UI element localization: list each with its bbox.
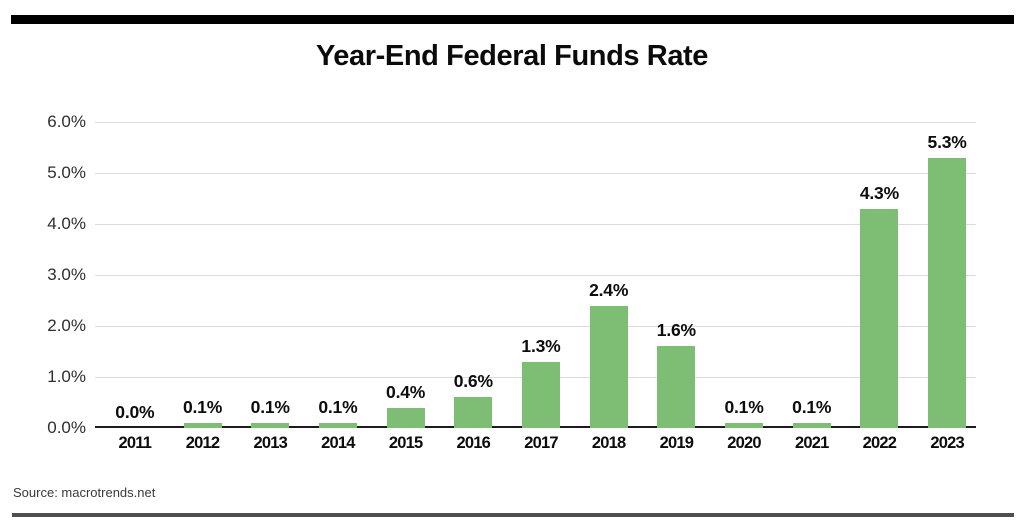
bar-value-label-2012: 0.1% xyxy=(182,396,223,417)
x-axis-tick-label-2012: 2012 xyxy=(185,434,220,452)
bar-2019 xyxy=(657,346,696,428)
bar-value-label-2018: 2.4% xyxy=(589,279,629,300)
x-axis-tick-label-2018: 2018 xyxy=(591,434,626,452)
x-axis-tick-label-2013: 2013 xyxy=(253,434,287,452)
y-axis-tick-label: 2.0% xyxy=(47,316,86,335)
bar-2017 xyxy=(521,361,560,428)
bar-2013 xyxy=(251,422,290,428)
bar-column-2019: 1.6% xyxy=(643,122,711,428)
bar-column-2023: 5.3% xyxy=(913,122,981,428)
bar-2020 xyxy=(725,422,764,428)
x-axis-tick-label-2020: 2020 xyxy=(727,434,761,452)
bar-2012 xyxy=(183,422,222,428)
bar-value-label-2023: 5.3% xyxy=(927,131,967,152)
bar-column-2013: 0.1% xyxy=(236,122,304,428)
x-axis-tick-label-2023: 2023 xyxy=(930,434,964,452)
x-axis-tick-label-2017: 2017 xyxy=(524,434,558,452)
bar-column-2016: 0.6% xyxy=(439,122,507,428)
x-axis: 2011 2012 2013 2014 2015 2016 2017 2018 2019 2020… xyxy=(101,434,981,454)
bar-value-label-2021: 0.1% xyxy=(792,396,832,417)
x-axis-tick-label-2016: 2016 xyxy=(456,434,491,452)
bar-value-label-2022: 4.3% xyxy=(859,182,899,203)
bar-2022 xyxy=(860,208,899,428)
y-axis-tick-label: 5.0% xyxy=(47,163,86,182)
x-axis-tick-label-2015: 2015 xyxy=(388,434,423,452)
bar-value-label-2011: 0.0% xyxy=(115,402,155,422)
bar-column-2022: 4.3% xyxy=(846,122,914,428)
y-axis-tick-label: 1.0% xyxy=(47,367,86,386)
bar-value-label-2019: 1.6% xyxy=(656,320,696,341)
bar-value-label-2016: 0.6% xyxy=(453,371,493,392)
bar-2015 xyxy=(386,407,425,428)
y-axis-tick-label: 4.0% xyxy=(47,214,86,233)
bar-column-2018: 2.4% xyxy=(575,122,643,428)
bottom-divider-rule xyxy=(12,513,1014,517)
bar-column-2020: 0.1% xyxy=(710,122,778,428)
source-note: Source: macrotrends.net xyxy=(13,485,156,500)
x-axis-tick-label-2022: 2022 xyxy=(862,434,897,452)
bar-column-2011: 0.0% xyxy=(101,122,169,428)
gridline xyxy=(95,326,976,327)
bar-2014 xyxy=(318,422,357,428)
bar-value-label-2017: 1.3% xyxy=(521,335,561,356)
x-axis-tick-label-2014: 2014 xyxy=(321,434,355,452)
gridline xyxy=(95,224,976,225)
bar-value-label-2020: 0.1% xyxy=(724,396,764,417)
bars: 0.0% 0.1% 0.1% 0.1% 0.4% 0.6% 1.3% 2.4% 1.6% 0.1%… xyxy=(101,122,981,428)
bar-2018 xyxy=(589,305,628,428)
y-axis: 0.0% 1.0% 2.0% 3.0% 4.0% 5.0% 6.0% xyxy=(0,112,86,437)
bar-column-2015: 0.4% xyxy=(372,122,440,428)
y-axis-tick-label: 3.0% xyxy=(47,265,86,284)
y-axis-tick-label: 6.0% xyxy=(47,112,86,131)
bar-2023 xyxy=(928,157,967,428)
bar-column-2014: 0.1% xyxy=(304,122,372,428)
x-axis-tick-label-2019: 2019 xyxy=(659,434,694,452)
bar-column-2021: 0.1% xyxy=(778,122,846,428)
top-divider-rule xyxy=(11,15,1014,24)
y-axis-tick-label: 0.0% xyxy=(47,418,86,437)
x-axis-tick-label-2021: 2021 xyxy=(794,434,829,452)
bar-column-2012: 0.1% xyxy=(169,122,237,428)
chart-title: Year-End Federal Funds Rate xyxy=(315,40,709,72)
bar-value-label-2013: 0.1% xyxy=(250,396,290,417)
bar-value-label-2015: 0.4% xyxy=(386,381,426,402)
gridline xyxy=(95,275,976,276)
bar-2021 xyxy=(792,422,831,428)
bar-column-2017: 1.3% xyxy=(507,122,575,428)
bar-2016 xyxy=(454,397,493,428)
gridline xyxy=(95,173,976,174)
gridline xyxy=(95,122,976,123)
bar-value-label-2014: 0.1% xyxy=(318,396,358,417)
x-axis-tick-label-2011: 2011 xyxy=(118,434,152,452)
